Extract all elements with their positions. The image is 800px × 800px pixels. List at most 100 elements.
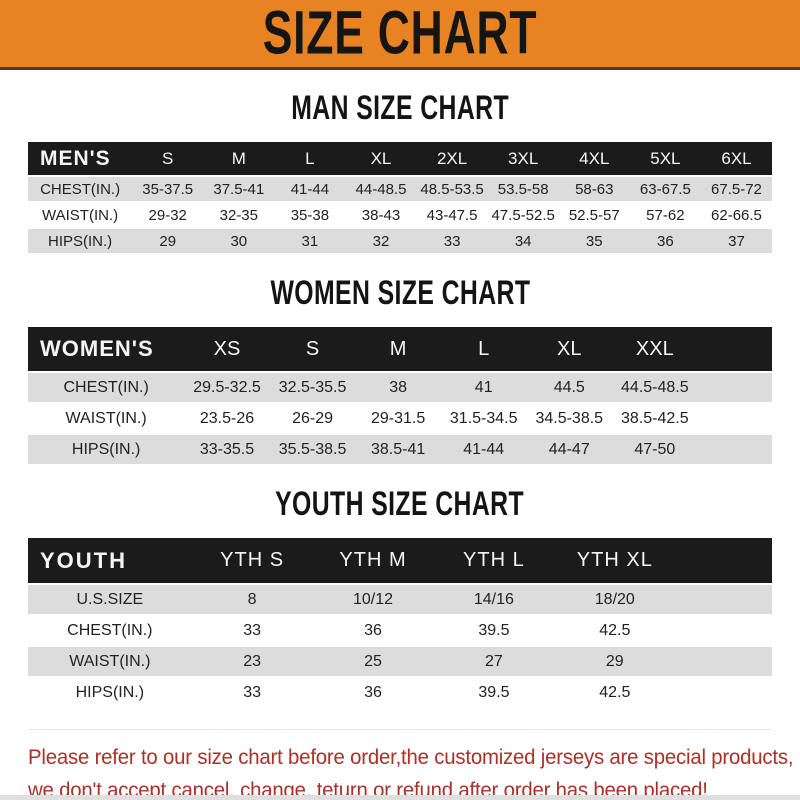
size-value-cell: 38.5-41 bbox=[355, 435, 441, 464]
row-filler-cell bbox=[697, 404, 772, 433]
women-chart-heading-text: WOMEN SIZE CHART bbox=[270, 273, 530, 312]
size-value-cell: 33 bbox=[191, 678, 313, 707]
size-value-cell: 26-29 bbox=[269, 404, 356, 433]
size-value-cell: 33 bbox=[191, 616, 313, 645]
size-column-header: 2XL bbox=[416, 142, 488, 175]
size-value-cell: 42.5 bbox=[554, 616, 676, 645]
size-value-cell: 29-32 bbox=[132, 203, 204, 227]
size-value-cell: 37.5-41 bbox=[203, 177, 275, 201]
size-column-header: XL bbox=[345, 142, 417, 175]
size-value-cell: 41-44 bbox=[440, 435, 527, 464]
women-size-table: WOMEN'S XS S M L XL XXL CHEST(IN.) 29.5-32.5 32.5… bbox=[28, 325, 772, 466]
size-column-header: S bbox=[269, 327, 356, 371]
size-value-cell: 58-63 bbox=[558, 177, 630, 201]
size-column-header: 5XL bbox=[629, 142, 701, 175]
size-value-cell: 39.5 bbox=[433, 678, 555, 707]
size-value-cell: 52.5-57 bbox=[558, 203, 630, 227]
size-value-cell: 36 bbox=[312, 678, 434, 707]
measurement-row: CHEST(IN.) 33 36 39.5 42.5 bbox=[28, 616, 772, 645]
size-value-cell: 41-44 bbox=[274, 177, 346, 201]
size-value-cell: 48.5-53.5 bbox=[416, 177, 488, 201]
row-label-cell: HIPS(IN.) bbox=[28, 678, 192, 707]
size-column-header: YTH L bbox=[433, 538, 555, 583]
size-value-cell: 44-47 bbox=[526, 435, 613, 464]
size-value-cell: 38.5-42.5 bbox=[612, 404, 698, 433]
man-size-table: MEN'S S M L XL 2XL 3XL 4XL 5XL 6XL CHEST(IN.) 35-37… bbox=[28, 140, 772, 255]
row-label-cell: HIPS(IN.) bbox=[28, 229, 133, 253]
size-value-cell: 29-31.5 bbox=[355, 404, 441, 433]
measurement-row: HIPS(IN.) 33 36 39.5 42.5 bbox=[28, 678, 772, 707]
row-label-cell: U.S.SIZE bbox=[28, 585, 192, 614]
size-value-cell: 29 bbox=[554, 647, 676, 676]
order-policy-note: Please refer to our size chart before or… bbox=[28, 729, 794, 800]
size-value-cell: 37 bbox=[700, 229, 772, 253]
size-column-header: S bbox=[132, 142, 204, 175]
size-value-cell: 38 bbox=[355, 373, 441, 402]
size-value-cell: 53.5-58 bbox=[487, 177, 559, 201]
policy-line-1: Please refer to our size chart before or… bbox=[28, 746, 794, 769]
size-value-cell: 36 bbox=[629, 229, 701, 253]
size-value-cell: 14/16 bbox=[433, 585, 555, 614]
page-title: SIZE CHART bbox=[262, 0, 538, 68]
size-value-cell: 33 bbox=[416, 229, 488, 253]
youth-size-chart-section: YOUTH SIZE CHART YOUTH YTH S YTH M YTH L YTH… bbox=[0, 484, 800, 709]
size-value-cell: 29.5-32.5 bbox=[184, 373, 270, 402]
size-value-cell: 23 bbox=[191, 647, 313, 676]
size-value-cell: 32-35 bbox=[203, 203, 275, 227]
size-column-header: YTH M bbox=[312, 538, 434, 583]
policy-line-2: we don't accept cancel, change, teturn o… bbox=[28, 778, 708, 800]
youth-chart-heading: YOUTH SIZE CHART bbox=[0, 484, 800, 523]
row-label-cell: WAIST(IN.) bbox=[28, 647, 192, 676]
row-label-cell: CHEST(IN.) bbox=[28, 373, 185, 402]
size-value-cell: 35-37.5 bbox=[132, 177, 204, 201]
women-chart-heading: WOMEN SIZE CHART bbox=[0, 273, 800, 312]
size-column-header: XS bbox=[184, 327, 270, 371]
size-value-cell: 10/12 bbox=[312, 585, 434, 614]
size-value-cell: 57-62 bbox=[629, 203, 701, 227]
size-column-header: M bbox=[355, 327, 441, 371]
size-column-header: XL bbox=[526, 327, 613, 371]
women-size-chart-section: WOMEN SIZE CHART WOMEN'S XS S M L XL XXL CHEST(… bbox=[0, 273, 800, 466]
size-value-cell: 27 bbox=[433, 647, 555, 676]
size-value-cell: 43-47.5 bbox=[416, 203, 488, 227]
measurement-row: WAIST(IN.) 23 25 27 29 bbox=[28, 647, 772, 676]
size-value-cell: 42.5 bbox=[554, 678, 676, 707]
size-chart-banner: SIZE CHART bbox=[0, 0, 800, 70]
size-column-header: M bbox=[203, 142, 275, 175]
table-group-label: MEN'S bbox=[28, 142, 133, 175]
header-filler-cell bbox=[697, 327, 772, 371]
table-group-label: YOUTH bbox=[28, 538, 192, 583]
header-filler-cell bbox=[675, 538, 772, 583]
size-value-cell: 32.5-35.5 bbox=[269, 373, 356, 402]
table-header-row: WOMEN'S XS S M L XL XXL bbox=[28, 327, 772, 371]
size-value-cell: 18/20 bbox=[554, 585, 676, 614]
size-column-header: YTH S bbox=[191, 538, 313, 583]
row-filler-cell bbox=[697, 373, 772, 402]
measurement-row: CHEST(IN.) 35-37.5 37.5-41 41-44 44-48.5 48.5… bbox=[28, 177, 772, 201]
row-filler-cell bbox=[697, 435, 772, 464]
size-value-cell: 44.5-48.5 bbox=[612, 373, 698, 402]
table-header-row: YOUTH YTH S YTH M YTH L YTH XL bbox=[28, 538, 772, 583]
row-label-cell: WAIST(IN.) bbox=[28, 404, 185, 433]
man-size-chart-section: MAN SIZE CHART MEN'S S M L XL 2XL 3XL 4XL 5XL 6XL… bbox=[0, 88, 800, 255]
size-value-cell: 63-67.5 bbox=[629, 177, 701, 201]
man-chart-heading-text: MAN SIZE CHART bbox=[291, 88, 509, 127]
youth-chart-heading-text: YOUTH SIZE CHART bbox=[275, 484, 525, 523]
measurement-row: U.S.SIZE 8 10/12 14/16 18/20 bbox=[28, 585, 772, 614]
youth-size-table: YOUTH YTH S YTH M YTH L YTH XL U.S.SIZE 8 10/12… bbox=[28, 536, 772, 709]
measurement-row: WAIST(IN.) 29-32 32-35 35-38 38-43 43-47.5 47.… bbox=[28, 203, 772, 227]
size-column-header: 6XL bbox=[700, 142, 772, 175]
size-column-header: L bbox=[440, 327, 527, 371]
size-value-cell: 23.5-26 bbox=[184, 404, 270, 433]
size-value-cell: 34.5-38.5 bbox=[526, 404, 613, 433]
size-column-header: XXL bbox=[612, 327, 698, 371]
row-label-cell: HIPS(IN.) bbox=[28, 435, 185, 464]
table-header-row: MEN'S S M L XL 2XL 3XL 4XL 5XL 6XL bbox=[28, 142, 772, 175]
man-chart-heading: MAN SIZE CHART bbox=[0, 88, 800, 127]
size-value-cell: 35.5-38.5 bbox=[269, 435, 356, 464]
size-column-header: 3XL bbox=[487, 142, 559, 175]
measurement-row: HIPS(IN.) 29 30 31 32 33 34 35 36 37 bbox=[28, 229, 772, 253]
size-value-cell: 31 bbox=[274, 229, 346, 253]
size-column-header: 4XL bbox=[558, 142, 630, 175]
measurement-row: WAIST(IN.) 23.5-26 26-29 29-31.5 31.5-34.5 34… bbox=[28, 404, 772, 433]
